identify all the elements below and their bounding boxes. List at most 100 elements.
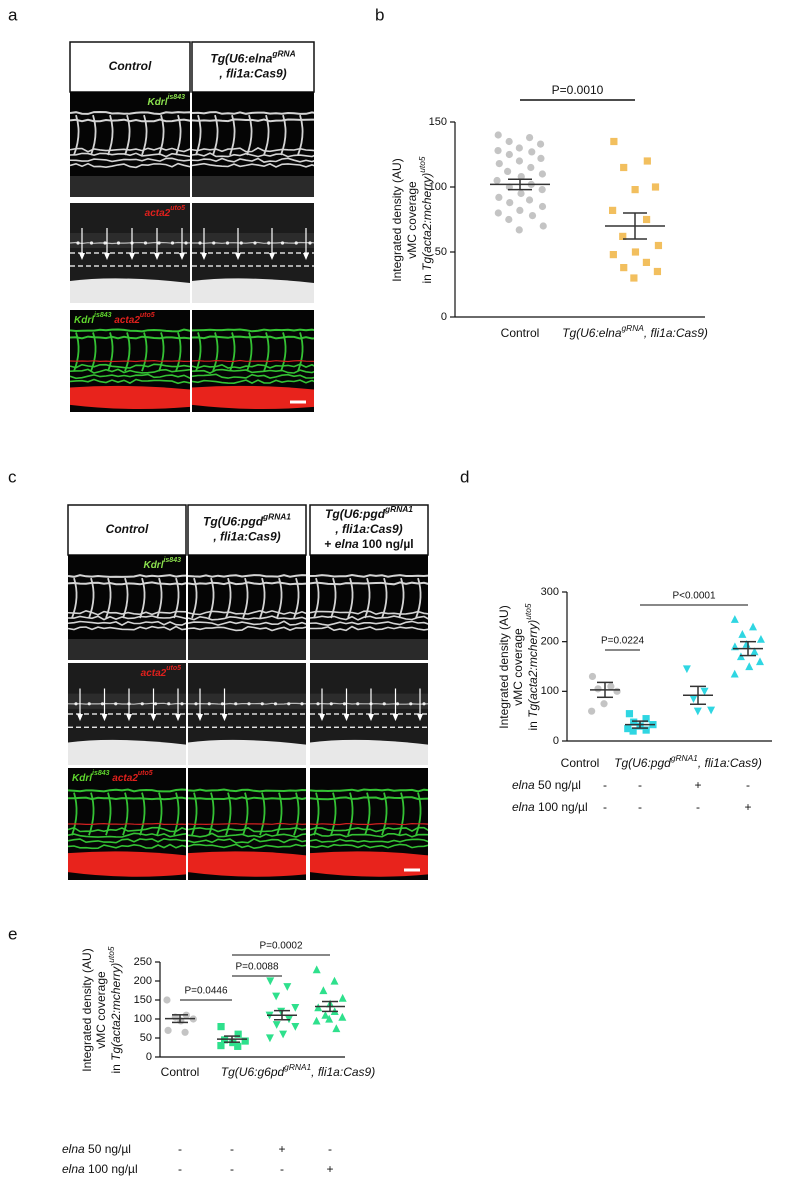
vessel-mesh [192, 152, 314, 158]
signal-dot [220, 702, 225, 706]
arrow-head [343, 714, 350, 722]
vessel-mesh [192, 162, 314, 168]
treatment-mark: - [696, 800, 700, 814]
point [291, 1023, 300, 1031]
isv [242, 577, 249, 619]
point [314, 1003, 323, 1012]
point [642, 726, 650, 734]
text-span: 50 ng/µl [85, 1142, 131, 1156]
header-text: , fli1a:Cas9) [218, 67, 286, 81]
signal-dot [294, 241, 298, 245]
p-value: P=0.0002 [259, 941, 303, 952]
point [619, 232, 627, 240]
treatment-mark: + [694, 778, 701, 792]
arrow-head [235, 253, 241, 260]
point [620, 264, 628, 272]
image-glow [68, 693, 186, 709]
isv [381, 792, 388, 836]
channel-label: Kdrlis843 acta2uto5 [72, 770, 153, 784]
micrograph [68, 768, 186, 880]
text-span: , fli1a:Cas9) [311, 1065, 375, 1079]
vessel-mesh [192, 157, 314, 163]
point [613, 687, 621, 695]
isv [330, 577, 337, 619]
point [505, 215, 513, 224]
point [494, 209, 502, 217]
signal-dot [308, 241, 312, 245]
isv [90, 114, 97, 156]
treatment-label: elna 50 ng/µl [512, 778, 581, 792]
signal-dot [300, 702, 304, 706]
point [738, 630, 747, 638]
red-line [68, 822, 186, 826]
header-text: Tg(U6:pgdgRNA1 [203, 512, 291, 529]
text-span: elna [62, 1162, 85, 1176]
y-tick-label: 100 [429, 181, 447, 193]
y-tick-label: 50 [140, 1032, 152, 1044]
isv [156, 577, 163, 619]
point [642, 258, 651, 266]
channel-label: acta2uto5 [145, 205, 185, 219]
signal-dot [87, 702, 91, 706]
yolk [310, 639, 428, 660]
isv [122, 577, 129, 619]
point [163, 996, 171, 1004]
vessel-mesh [68, 837, 186, 844]
vessel-mesh [310, 615, 428, 621]
treatment-mark: - [603, 778, 607, 792]
point [494, 131, 502, 139]
text-span: Kdrl [72, 773, 92, 784]
point [503, 167, 512, 175]
isv [73, 114, 80, 156]
micrograph [310, 555, 428, 660]
p-value: P<0.0001 [672, 591, 716, 602]
vessel-mesh [70, 373, 190, 380]
vessel [70, 328, 190, 333]
isv [90, 332, 97, 372]
text-span: gRNA1 [262, 512, 291, 522]
micrograph [310, 768, 428, 880]
vessel-mesh [188, 837, 306, 844]
point [537, 154, 545, 162]
isv [122, 792, 129, 836]
channel-label: acta2uto5 [141, 665, 181, 679]
isv [276, 577, 283, 619]
y-tick-label: 0 [553, 735, 559, 747]
point [493, 176, 501, 185]
header-text: + elna 100 ng/µl [324, 537, 413, 551]
vessel [68, 788, 186, 793]
vessel-mesh [70, 368, 190, 374]
point [653, 267, 662, 276]
text-span: vMC coverage [94, 971, 108, 1049]
vessel-mesh [192, 363, 314, 369]
point [330, 976, 339, 985]
arrow-head [179, 253, 185, 260]
isv [139, 792, 146, 836]
vessel-mesh [310, 625, 428, 632]
point [654, 241, 663, 250]
image-glow [70, 233, 190, 248]
signal-dot [207, 702, 211, 706]
vessel-mesh [68, 843, 186, 850]
isv [381, 577, 388, 619]
signal-dot [287, 702, 291, 706]
point [272, 1021, 281, 1029]
micrograph [68, 555, 186, 660]
isv [88, 577, 95, 619]
text-span: , fli1a:Cas9) [698, 756, 762, 770]
isv [158, 114, 165, 156]
text-span: Kdrl [74, 315, 94, 326]
point [525, 196, 534, 204]
vessel [310, 796, 428, 801]
x-tick-label: Tg(U6:elnagRNA, fli1a:Cas9) [562, 323, 708, 340]
y-axis-label: vMC coverage [511, 628, 525, 706]
isv [212, 114, 219, 156]
text-span: Tg(acta2:mcherry) [109, 963, 123, 1061]
text-span: + [324, 537, 334, 551]
vessel-mesh [68, 620, 186, 627]
signal-dot [167, 702, 171, 706]
isv [313, 792, 320, 836]
point [588, 672, 597, 681]
vessel-mesh [68, 609, 186, 616]
